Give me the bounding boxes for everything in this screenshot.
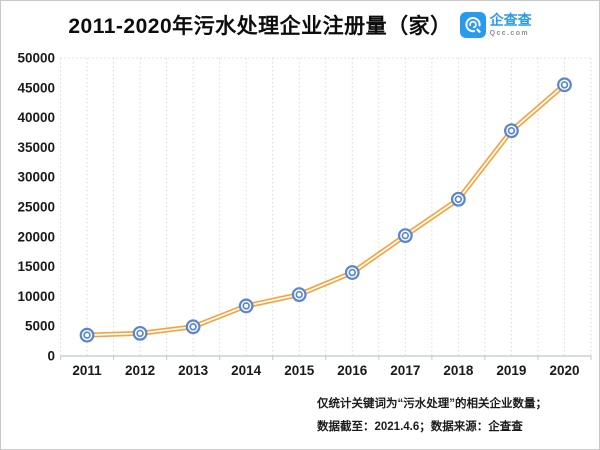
y-tick-label: 30000 (17, 170, 55, 185)
x-tick-label: 2013 (178, 363, 209, 378)
x-tick-label: 2017 (390, 363, 420, 378)
data-point-marker-inner (507, 126, 516, 135)
footnote-line2: 数据截至：2021.4.6；数据来源：企查查 (317, 421, 523, 433)
data-point-marker-inner (242, 302, 250, 310)
qcc-magnifier-icon (459, 12, 486, 38)
footnote-line1: 仅统计关键词为“污水处理”的相关企业数量； (317, 398, 547, 410)
chart-header: 2011-2020年污水处理企业注册量（家） 企查查 Qcc.com (1, 8, 599, 42)
y-tick-label: 5000 (25, 319, 55, 334)
chart-title: 2011-2020年污水处理企业注册量（家） (68, 15, 452, 38)
x-tick-label: 2016 (337, 363, 368, 378)
data-point-marker-inner (136, 329, 144, 338)
y-tick-label: 0 (47, 349, 55, 364)
data-point-marker-inner (401, 231, 410, 240)
data-point-marker-inner (348, 268, 357, 277)
y-tick-label: 45000 (17, 80, 55, 95)
x-tick-label: 2019 (496, 363, 526, 378)
data-point-marker-inner (189, 323, 197, 331)
qcc-brand-name: 企查查 (489, 12, 532, 28)
y-tick-label: 50000 (17, 51, 55, 66)
qcc-logo-text: 企查查 Qcc.com (490, 13, 532, 37)
qcc-brand-domain: Qcc.com (489, 30, 530, 37)
qcc-logo: 企查查 Qcc.com (459, 12, 532, 38)
x-tick-label: 2015 (284, 363, 315, 378)
y-tick-label: 35000 (17, 140, 55, 155)
x-tick-label: 2014 (231, 363, 262, 378)
data-point-marker-inner (454, 195, 463, 204)
x-tick-label: 2012 (125, 363, 155, 378)
data-point-marker-inner (295, 290, 303, 299)
x-tick-label: 2011 (72, 363, 102, 378)
x-tick-label: 2018 (443, 363, 474, 378)
x-tick-label: 2020 (549, 363, 579, 378)
data-point-marker-inner (83, 331, 91, 339)
y-tick-label: 20000 (17, 229, 55, 244)
y-tick-label: 15000 (17, 259, 55, 274)
chart-footnotes: 仅统计关键词为“污水处理”的相关企业数量； 数据截至：2021.4.6；数据来源… (317, 393, 547, 439)
y-tick-label: 10000 (17, 289, 55, 304)
y-tick-label: 25000 (17, 200, 55, 215)
data-point-marker-inner (560, 81, 569, 89)
y-tick-label: 40000 (17, 110, 55, 125)
series-line-core (86, 83, 566, 336)
